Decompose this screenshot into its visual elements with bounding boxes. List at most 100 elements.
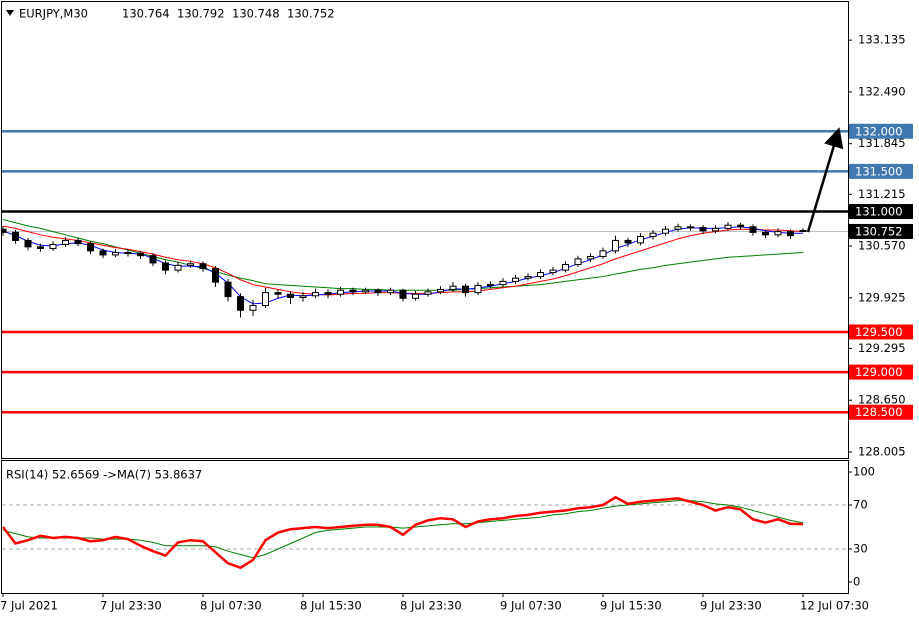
- candle-body: [237, 296, 244, 311]
- candle-body: [424, 291, 432, 295]
- moving-average: [2, 219, 804, 291]
- candle-body: [412, 293, 419, 299]
- arrow: [806, 127, 844, 233]
- candle-body: [474, 284, 482, 294]
- candle-body: [62, 239, 69, 245]
- candle-body: [649, 232, 657, 237]
- x-tick-label: 12 Jul 07:30: [800, 599, 869, 613]
- high: 130.792: [177, 7, 225, 21]
- y-tick-label: 0: [853, 575, 860, 589]
- candle-body: [762, 231, 769, 236]
- candle-body: [99, 250, 107, 256]
- y-tick-label: 130.570: [858, 239, 906, 253]
- x-tick-label: 8 Jul 15:30: [300, 599, 362, 613]
- candle-body: [49, 243, 57, 249]
- candle-body: [462, 285, 469, 294]
- candle-body: [499, 280, 507, 286]
- y-tick-label: 131.845: [858, 136, 906, 150]
- candle-body: [524, 276, 532, 279]
- candle-body: [549, 269, 557, 274]
- x-tick-label: 7 Jul 2021: [0, 599, 58, 613]
- candle-body: [124, 251, 132, 254]
- open: 130.764: [122, 7, 170, 21]
- y-tick-label: 128.650: [858, 393, 906, 407]
- rsi-line: [2, 500, 804, 559]
- candle-body: [287, 293, 294, 298]
- rsi-frame: [1, 460, 849, 594]
- candle-body: [662, 228, 669, 234]
- candle-body: [74, 239, 82, 245]
- x-tick-label: 7 Jul 23:30: [100, 599, 162, 613]
- candle-body: [599, 250, 607, 257]
- last-price-box: [849, 223, 913, 239]
- y-tick-label: 129.925: [858, 290, 906, 304]
- axes: 133.135 132.490 131.845 131.215 130.570 129.9…: [0, 33, 913, 613]
- candle-body: [112, 251, 119, 256]
- main-plot: [2, 130, 848, 414]
- menu-icon[interactable]: [6, 10, 14, 16]
- candle-body: [37, 246, 44, 249]
- candle-body: [262, 292, 269, 306]
- candle-body: [449, 285, 457, 290]
- candle-body: [612, 239, 619, 252]
- level-label: 132.000: [855, 124, 903, 138]
- candle-body: [387, 289, 394, 294]
- candle-body: [87, 243, 94, 252]
- candle-body: [437, 288, 444, 293]
- x-tick-label: 9 Jul 23:30: [700, 599, 762, 613]
- symbol: EURJPY,M30: [19, 7, 88, 21]
- y-tick-label: 30: [853, 542, 868, 556]
- candle-body: [249, 304, 257, 311]
- y-tick-label: 132.490: [858, 84, 906, 98]
- rsi-title: RSI(14) 52.6569 ->MA(7) 53.8637: [6, 468, 202, 482]
- level-box: [849, 123, 913, 139]
- level-label: 129.000: [855, 365, 903, 379]
- level-box: [849, 364, 913, 380]
- candle-body: [312, 292, 319, 297]
- candle-body: [324, 292, 332, 295]
- candle-body: [399, 289, 407, 299]
- candle-body: [687, 226, 694, 229]
- level-box: [849, 324, 913, 340]
- level-box: [849, 404, 913, 420]
- candle-body: [149, 255, 157, 264]
- rsi-plot: [2, 495, 848, 570]
- level-label: 131.000: [855, 205, 903, 219]
- candle-body: [24, 239, 32, 248]
- candle-body: [637, 235, 644, 244]
- candle-body: [162, 262, 169, 271]
- candle-body: [199, 263, 207, 270]
- candle-body: [187, 263, 194, 266]
- candle-body: [587, 255, 594, 260]
- candle-body: [562, 264, 569, 271]
- candle-body: [537, 272, 544, 278]
- candle-body: [737, 224, 744, 228]
- candle-body: [2, 228, 7, 233]
- candle-body: [674, 226, 682, 230]
- x-tick-label: 8 Jul 23:30: [400, 599, 462, 613]
- candle-body: [12, 231, 19, 241]
- y-tick-label: 133.135: [858, 33, 906, 47]
- candle-body: [224, 281, 232, 298]
- x-tick-label: 9 Jul 15:30: [600, 599, 662, 613]
- candle-body: [787, 231, 794, 237]
- candle-body: [137, 252, 144, 257]
- low: 130.748: [232, 7, 280, 21]
- candle-body: [337, 289, 344, 295]
- close: 130.752: [287, 7, 335, 21]
- candle-body: [274, 292, 282, 295]
- y-tick-label: 129.295: [858, 341, 906, 355]
- level-label: 128.500: [855, 405, 903, 419]
- rsi-line: [2, 495, 804, 570]
- candle-body: [349, 289, 357, 293]
- candle-body: [624, 239, 632, 244]
- candle-body: [749, 226, 757, 233]
- last-price-label: 130.752: [855, 224, 903, 238]
- candle-body: [574, 258, 582, 266]
- candle-body: [174, 264, 182, 271]
- candle-body: [299, 295, 307, 298]
- level-label: 129.500: [855, 325, 903, 339]
- moving-average: [2, 225, 804, 296]
- candle-body: [374, 289, 382, 294]
